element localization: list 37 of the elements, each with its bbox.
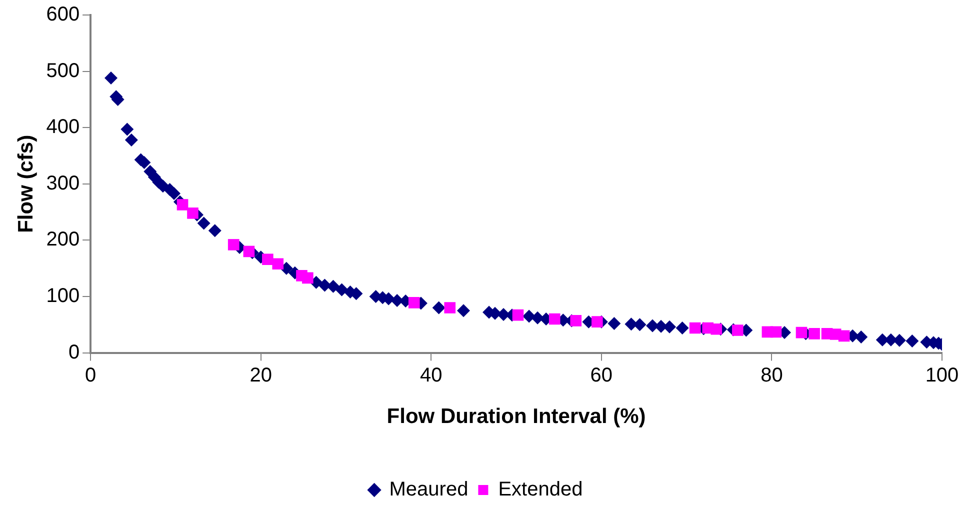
point [732,324,744,336]
point [302,272,314,284]
point [272,258,284,270]
point [262,254,274,265]
y-tick-label: 100 [46,285,80,308]
point [548,313,560,325]
point [808,328,820,340]
y-tick-label: 300 [46,172,80,194]
y-tick-label: 500 [46,60,80,82]
x-tick-label: 20 [250,364,272,386]
y-tick-label: 400 [46,116,80,138]
point [796,326,808,338]
legend-label: Meaured [389,478,468,501]
point [176,199,188,210]
point [243,246,255,258]
x-tick-label: 0 [85,364,96,386]
point [592,316,603,328]
point [408,297,420,308]
x-tick-label: 60 [590,364,613,386]
point [770,326,782,338]
y-axis-title: Flow (cfs) [14,134,38,233]
point [689,322,701,334]
y-tick-label: 600 [46,4,80,26]
x-axis-title: Flow Duration Interval (%) [386,405,646,428]
y-tick-label: 0 [68,341,80,364]
point [710,323,722,335]
point [444,302,456,314]
point [187,208,198,219]
point [512,309,524,321]
x-tick-label: 100 [925,364,959,386]
point [228,239,240,250]
x-tick-label: 40 [420,364,442,386]
legend-label: Extended [498,478,583,501]
point [570,315,582,326]
x-tick-label: 80 [760,364,783,386]
y-tick-label: 200 [46,228,80,251]
point [838,330,850,342]
